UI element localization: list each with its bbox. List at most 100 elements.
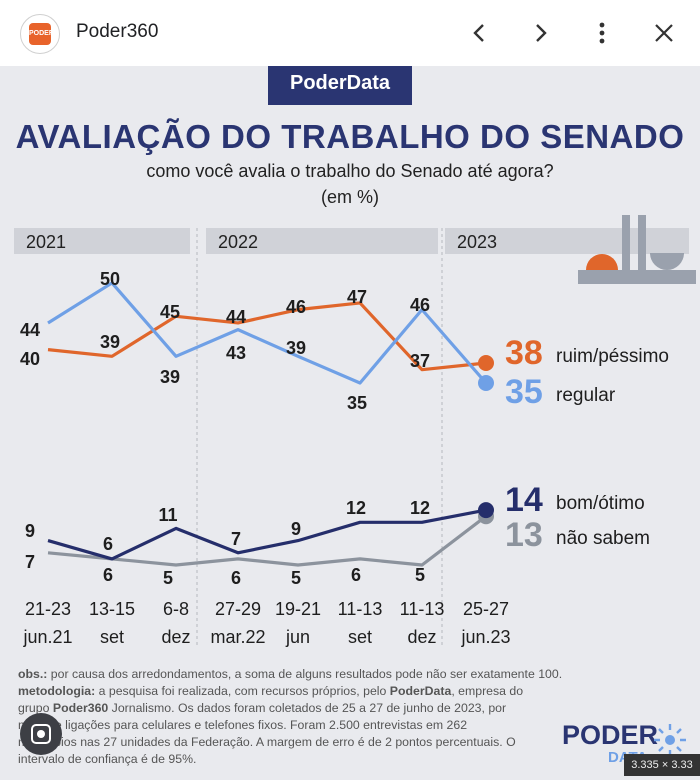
building-tower-2	[638, 215, 646, 270]
method-brand: PoderData	[389, 684, 452, 698]
series-line	[47, 301, 487, 372]
data-label-ruim: 44	[226, 307, 246, 327]
x-tick-label: set	[348, 627, 372, 647]
year-label: 2023	[457, 232, 497, 252]
building-tower-1	[622, 215, 630, 270]
x-tick-label: 19-21	[275, 599, 321, 619]
data-label-regular: 39	[160, 367, 180, 387]
method-text-1: a pesquisa foi realizada, com recursos p…	[95, 684, 390, 698]
series-final-value: 35	[505, 373, 543, 411]
data-label-naosabem: 6	[351, 565, 361, 585]
series-end-point	[478, 354, 494, 371]
data-label-ruim: 39	[100, 332, 120, 352]
data-label-ruim: 37	[410, 351, 430, 371]
series-name-label: não sabem	[556, 528, 650, 549]
series-name-label: bom/ótimo	[556, 493, 645, 514]
obs-text: por causa dos arredondamentos, a soma de…	[47, 667, 563, 681]
close-icon	[655, 24, 673, 42]
series-line	[47, 508, 487, 561]
building-bowl	[650, 253, 684, 270]
data-label-bom: 6	[103, 534, 113, 554]
senate-building-icon	[578, 215, 696, 284]
building-base	[578, 270, 696, 284]
data-label-regular: 50	[100, 269, 120, 289]
line3-a: grupo	[18, 701, 53, 715]
image-size-tag: 3.335 × 3.33	[624, 754, 700, 776]
data-label-bom: 9	[25, 521, 35, 541]
data-label-naosabem: 6	[231, 568, 241, 588]
footer-method: metodologia: a pesquisa foi realizada, c…	[18, 683, 638, 700]
lens-icon	[31, 724, 51, 744]
close-button[interactable]	[647, 16, 681, 50]
series-final-value: 13	[505, 516, 543, 554]
lens-search-button[interactable]	[20, 713, 62, 755]
x-tick-label: 27-29	[215, 599, 261, 619]
data-label-bom: 9	[291, 519, 301, 539]
data-label-regular: 43	[226, 343, 246, 363]
chevron-right-icon	[536, 24, 547, 42]
series-final-value: 38	[505, 334, 543, 372]
data-label-bom: 12	[346, 498, 366, 518]
year-label: 2022	[218, 232, 258, 252]
x-tick-label: mar.22	[210, 627, 265, 647]
obs-label: obs.:	[18, 667, 48, 681]
data-label-ruim: 40	[20, 349, 40, 369]
footer-line-3: grupo Poder360 Jornalismo. Os dados fora…	[18, 700, 638, 717]
x-tick-label: 11-13	[400, 599, 445, 619]
footer-line-6: intervalo de confiança é de 95%.	[18, 752, 197, 766]
chart-subtitle: como você avalia o trabalho do Senado at…	[146, 161, 554, 181]
x-tick-label: jun.23	[460, 627, 510, 647]
data-label-bom: 11	[158, 505, 177, 525]
data-label-regular: 39	[286, 338, 306, 358]
data-label-regular: 46	[410, 295, 430, 315]
browser-topbar: PODER Poder360	[0, 0, 700, 66]
year-band	[14, 228, 190, 254]
data-label-bom: 12	[410, 498, 430, 518]
x-tick-label: 11-13	[338, 599, 383, 619]
series-line	[47, 514, 487, 567]
line3-b: Jornalismo. Os dados foram coletados de …	[108, 701, 507, 715]
method-label: metodologia:	[18, 684, 96, 698]
x-tick-label: 25-27	[463, 599, 509, 619]
brand-tag: PoderData	[268, 66, 412, 102]
chevron-left-icon	[473, 24, 484, 42]
series-end-point	[478, 375, 494, 391]
app-title: Poder360	[76, 21, 159, 42]
data-label-naosabem: 5	[415, 565, 425, 585]
line-chart: 2021 2022 2023 40 44 39 50 45 39 44 43 46 39 47 35 37 46…	[14, 215, 696, 647]
chart-unit: (em %)	[321, 187, 379, 207]
x-tick-label: jun.21	[22, 627, 72, 647]
data-label-naosabem: 6	[103, 565, 113, 585]
building-dome	[586, 254, 618, 270]
data-label-ruim: 45	[160, 302, 180, 322]
more-options-button[interactable]	[585, 16, 619, 50]
footer-line-5: municípios nas 27 unidades da Federação.…	[18, 735, 516, 749]
more-vert-icon	[599, 22, 605, 44]
brand-underline	[268, 102, 412, 105]
data-label-regular: 44	[20, 320, 40, 340]
data-label-regular: 35	[347, 393, 367, 413]
app-logo-text: PODER	[29, 23, 54, 45]
year-band	[445, 228, 689, 254]
series-end-point	[478, 502, 494, 519]
logo-word-poder: PODER	[562, 720, 658, 750]
data-label-naosabem: 5	[291, 568, 301, 588]
forward-button[interactable]	[524, 16, 558, 50]
back-button[interactable]	[462, 16, 496, 50]
footer-notes: obs.: por causa dos arredondamentos, a s…	[18, 666, 638, 768]
data-label-naosabem: 7	[25, 552, 35, 572]
series-name-label: regular	[556, 385, 616, 406]
x-tick-label: dez	[161, 627, 190, 647]
series-final-value: 14	[505, 481, 543, 519]
series-line	[47, 281, 488, 385]
year-label: 2021	[26, 232, 66, 252]
line3-brand: Poder360	[52, 701, 109, 715]
chart-title: AVALIAÇÃO DO TRABALHO DO SENADO	[15, 118, 685, 155]
app-logo[interactable]: PODER	[20, 14, 60, 54]
x-tick-label: 21-23	[25, 599, 71, 619]
data-label-naosabem: 5	[163, 568, 173, 588]
x-tick-label: 13-15	[89, 599, 135, 619]
footer-line-4: meio de ligações para celulares e telefo…	[18, 718, 468, 732]
series-name-label: ruim/péssimo	[556, 346, 669, 367]
data-label-ruim: 47	[347, 287, 367, 307]
